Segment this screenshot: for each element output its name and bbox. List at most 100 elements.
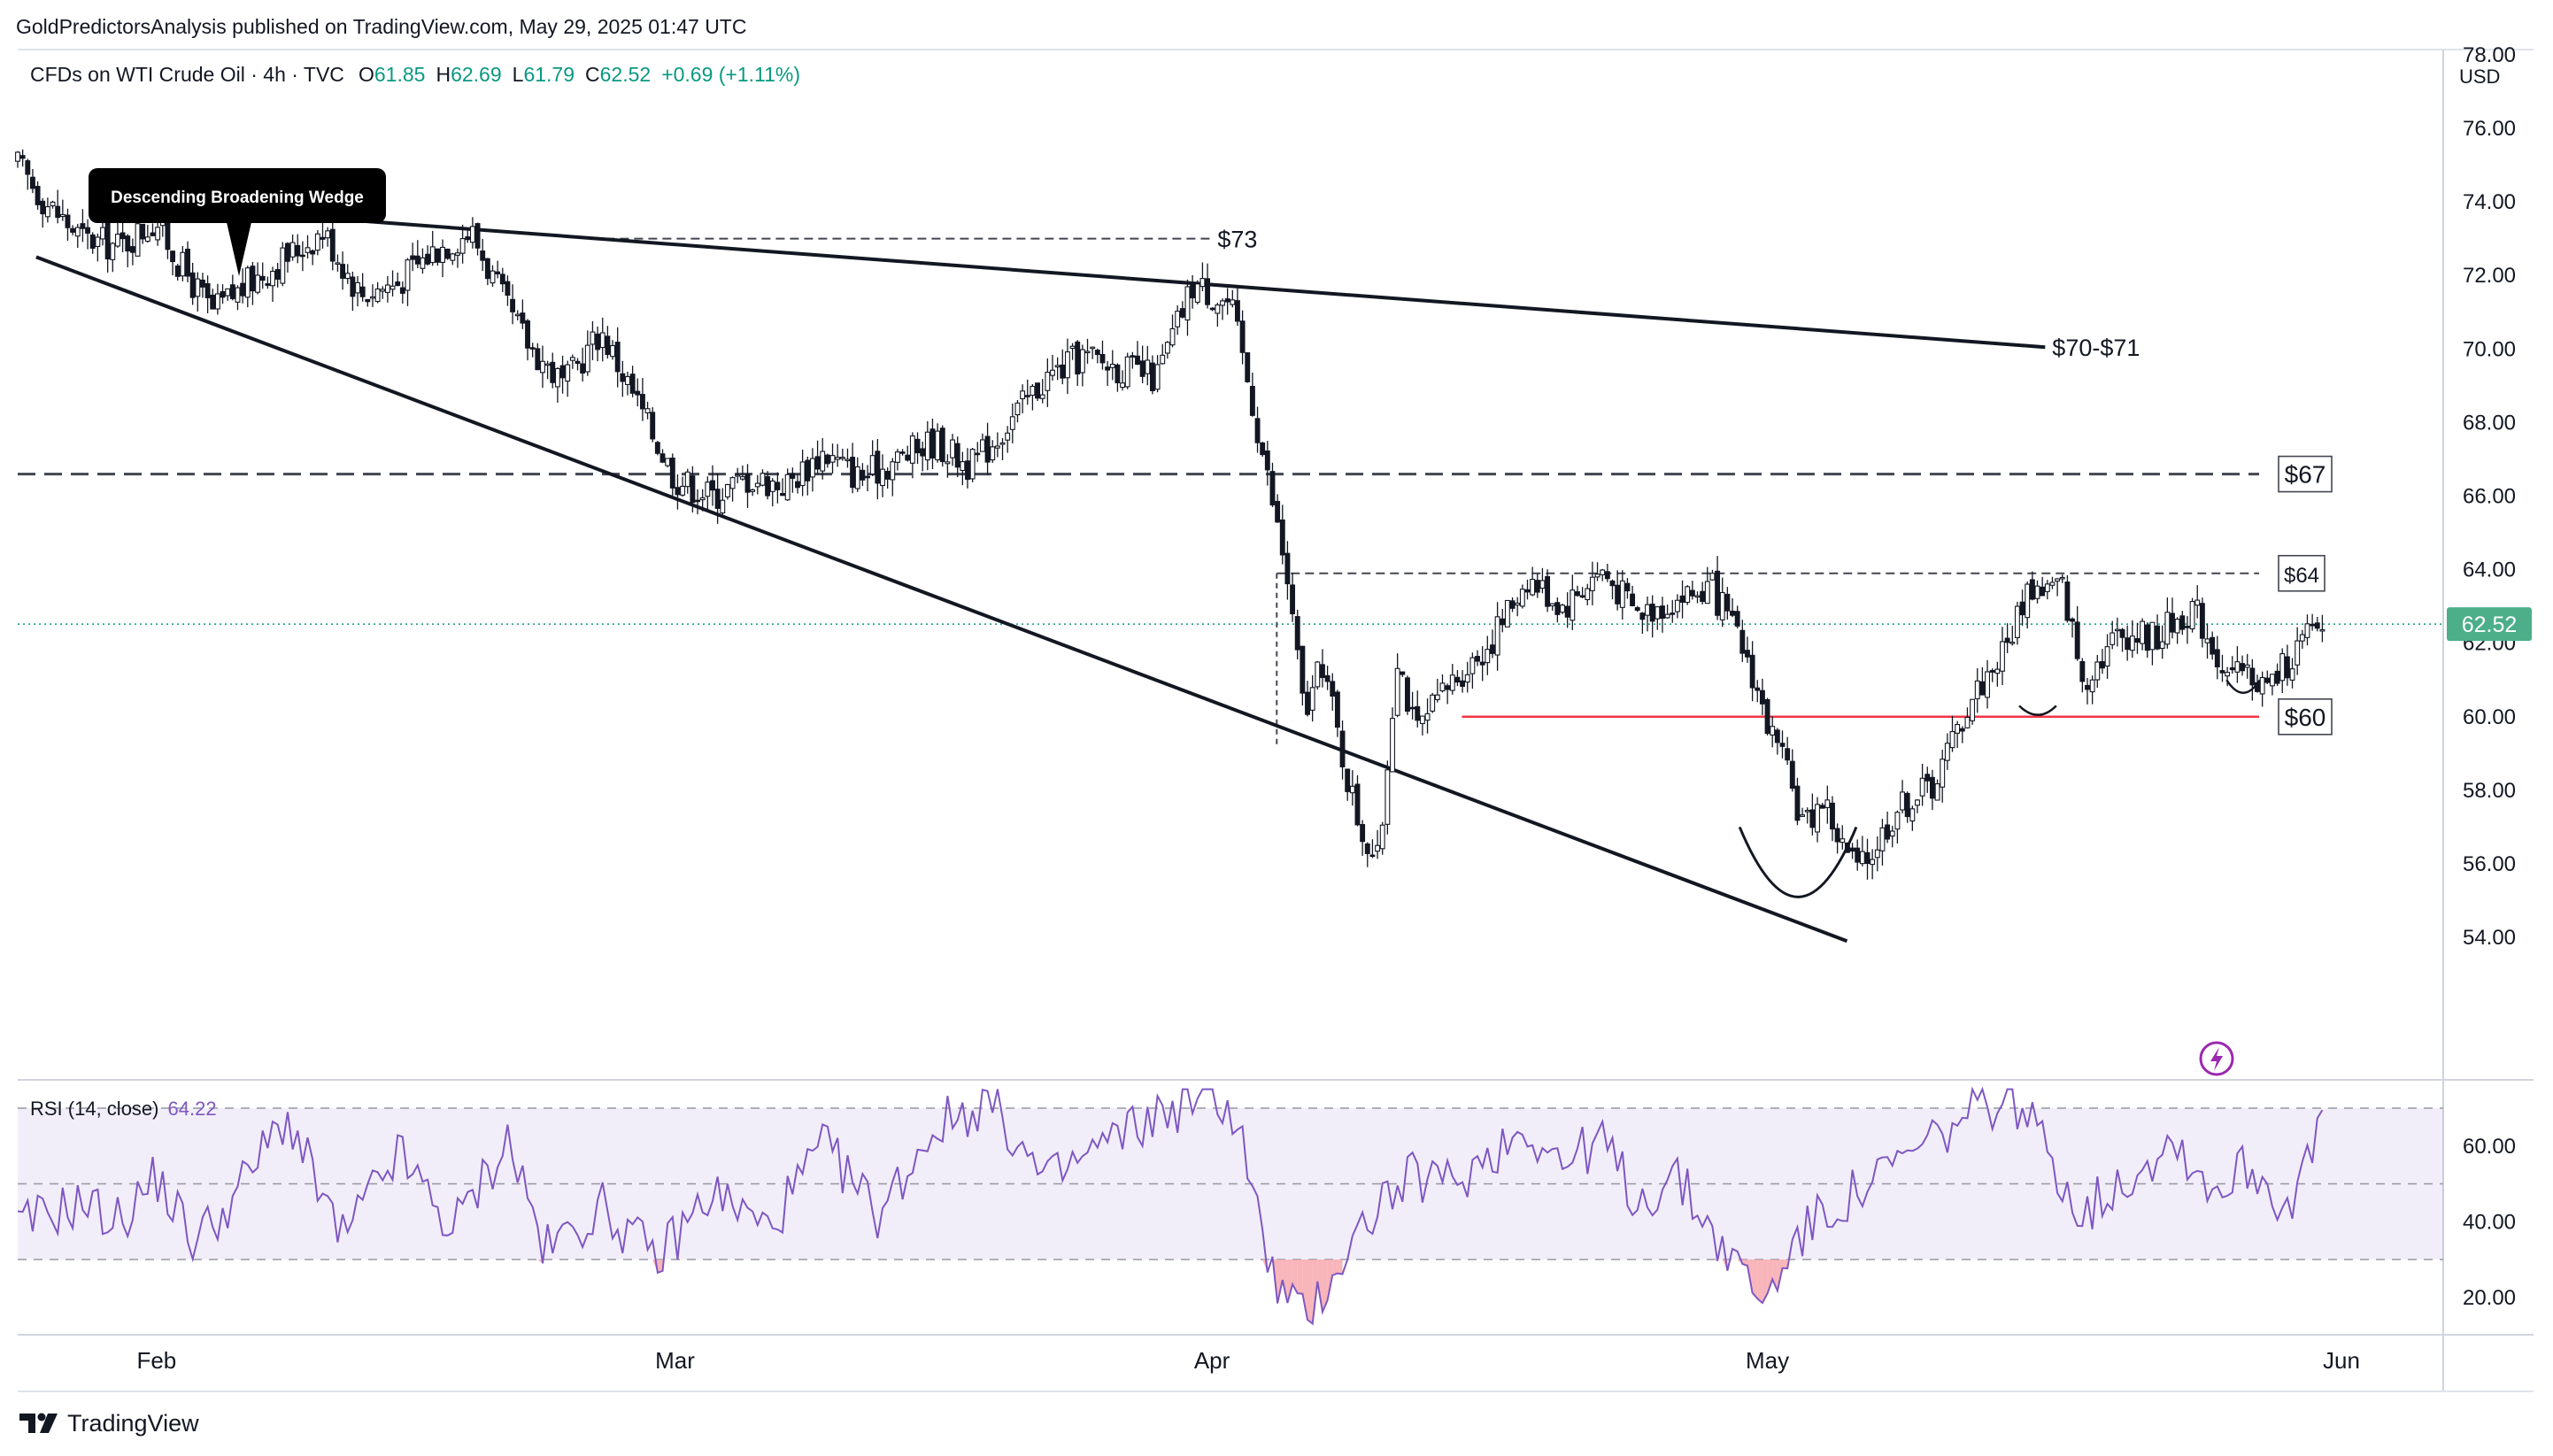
candle-up [1531,580,1535,595]
candle-up [1940,759,1945,787]
candle-up [1310,688,1315,711]
candle-down [2265,678,2270,682]
rsi-oversold-fill [1783,1260,1788,1268]
candle-up [1646,605,1650,615]
candle-up [1485,650,1490,663]
candle-up [611,345,615,356]
candle-up [2045,584,2049,592]
candle-up [441,247,445,262]
price-tick-label: 76.00 [2463,117,2516,141]
candle-down [411,256,415,259]
price-tick-label: 78.00 [2463,43,2516,67]
candle-down [81,224,85,228]
candle-up [1801,815,1805,817]
candle-down [605,336,610,355]
candle-down [651,412,655,439]
candle-up [870,456,875,474]
tradingview-brand[interactable]: TradingView [18,1406,199,1441]
candle-down [2120,629,2125,637]
candle-down [86,227,90,233]
candle-down [1670,613,1675,615]
candle-up [545,364,550,366]
candle-down [1716,571,1720,615]
candle-down [1330,682,1335,696]
candle-up [345,273,350,279]
candle-down [475,224,480,249]
candle-down [955,443,960,467]
candle-up [840,458,845,459]
candle-down [641,395,645,409]
candle-down [496,272,500,273]
candle-down [1461,681,1465,686]
candle-down [2005,638,2009,643]
candle-up [101,227,105,239]
candle-down [505,281,510,295]
candle-down [1780,743,1785,747]
candle-up [1376,845,1380,851]
candle-down [976,453,980,455]
price-tick-label: 56.00 [2463,852,2516,876]
candle-up [2025,584,2030,618]
candle-down [940,428,945,462]
candle-down [415,256,420,264]
candle-up [1825,800,1830,808]
candle-up [2056,579,2060,581]
candle-up [1770,727,1775,736]
candle-up [1910,809,1915,821]
candle-down [2065,582,2070,620]
candle-down [1931,777,1935,797]
candle-up [2095,662,2100,680]
candle-down [526,321,530,349]
candle-down [1255,419,1260,443]
candle-up [315,234,320,250]
candle-up [2110,633,2115,644]
candle-down [266,284,270,286]
candle-up [1010,417,1014,429]
candle-up [235,288,240,302]
candle-down [260,276,265,280]
candle-up [1350,786,1354,792]
candle-up [1161,355,1165,363]
candle-up [755,483,760,487]
legend-l-label: L [513,63,524,86]
candle-down [300,255,305,257]
candle-up [181,252,185,275]
tradingview-logo-icon [18,1412,58,1435]
candle-down [1786,749,1790,760]
candle-up [685,472,690,486]
candle-down [1370,855,1375,857]
candle-up [2010,643,2015,644]
candle-down [851,458,855,488]
candle-up [785,474,790,499]
candle-up [2320,629,2325,631]
candle-down [2156,626,2160,649]
candle-down [1480,662,1485,665]
lightning-icon[interactable] [2201,1043,2233,1075]
candle-up [2290,669,2295,681]
candle-up [1890,831,1894,836]
candle-down [1076,342,1080,374]
candle-up [981,440,985,451]
candle-up [2271,674,2275,686]
candle-down [205,284,210,298]
candle-down [581,364,585,373]
candle-down [1565,606,1570,617]
candle-up [1425,713,1430,720]
candle-down [596,334,600,349]
candle-down [1276,501,1280,521]
candle-down [615,343,620,372]
candle-up [2060,577,2064,579]
candle-up [566,365,570,381]
candle-up [821,451,825,471]
candle-up [1995,669,2000,673]
candle-down [1061,365,1065,378]
candle-down [320,237,325,239]
candle-up [626,376,630,384]
candle-up [405,260,410,290]
candle-up [145,237,150,242]
candle-down [1025,396,1030,397]
candle-up [2205,639,2210,643]
candle-down [745,474,750,492]
candle-down [1340,731,1345,767]
